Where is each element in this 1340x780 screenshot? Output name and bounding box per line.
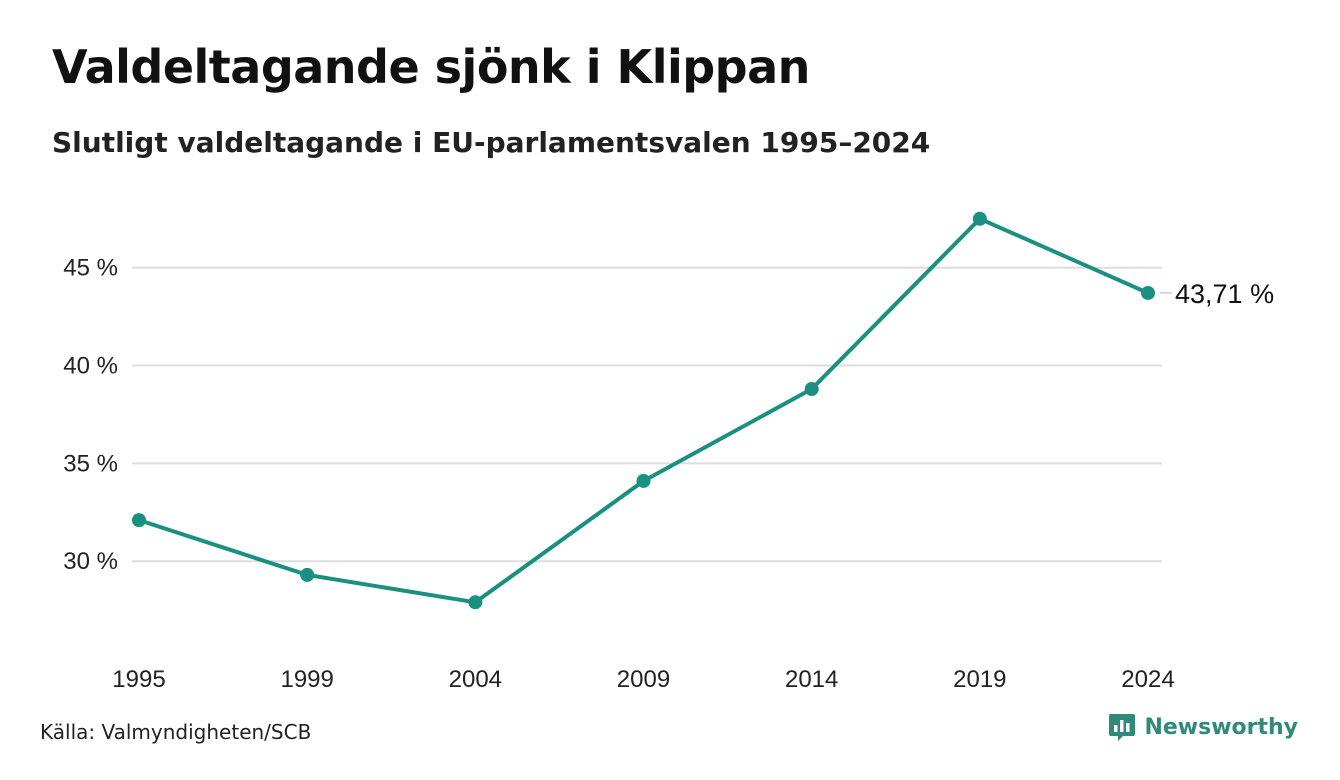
x-tick-label: 1995	[112, 666, 165, 693]
y-tick-label: 30 %	[63, 548, 118, 575]
y-tick-label: 35 %	[63, 450, 118, 477]
x-tick-label: 2014	[785, 666, 838, 693]
x-tick-label: 2024	[1121, 666, 1174, 693]
data-point[interactable]	[972, 211, 987, 226]
x-tick-label: 1999	[280, 666, 333, 693]
data-points	[132, 211, 1155, 610]
x-tick-label: 2004	[449, 666, 502, 693]
y-axis-tick-labels: 30 % 35 % 40 % 45 %	[63, 255, 118, 576]
end-label-group: 43,71 %	[1160, 279, 1274, 309]
x-axis-tick-labels: 1995 1999 2004 2009 2014 2019 2024	[112, 666, 1174, 693]
y-tick-label: 40 %	[63, 353, 118, 380]
brand-logo[interactable]: Newsworthy	[1108, 712, 1298, 742]
data-point[interactable]	[300, 567, 315, 582]
brand-name: Newsworthy	[1144, 714, 1298, 740]
line-chart: 30 % 35 % 40 % 45 % 1995 1999 2004 2009 2014 201…	[63, 211, 1274, 693]
gridlines	[132, 266, 1162, 563]
source-note: Källa: Valmyndigheten/SCB	[40, 720, 312, 744]
data-point[interactable]	[1141, 285, 1155, 300]
data-point[interactable]	[468, 595, 483, 610]
data-point[interactable]	[636, 473, 651, 488]
chart-title: Valdeltagande sjönk i Klippan	[52, 40, 810, 94]
x-tick-label: 2009	[617, 666, 670, 693]
chart-subtitle: Slutligt valdeltagande i EU-parlamentsva…	[52, 126, 931, 159]
data-point[interactable]	[804, 382, 819, 397]
end-value-label: 43,71 %	[1175, 279, 1274, 309]
y-tick-label: 45 %	[63, 255, 118, 282]
series-line-group	[137, 216, 1150, 605]
series-line	[137, 216, 1150, 605]
data-point[interactable]	[132, 513, 146, 528]
x-tick-label: 2019	[953, 666, 1006, 693]
bar-chart-speech-bubble-icon	[1109, 714, 1136, 741]
